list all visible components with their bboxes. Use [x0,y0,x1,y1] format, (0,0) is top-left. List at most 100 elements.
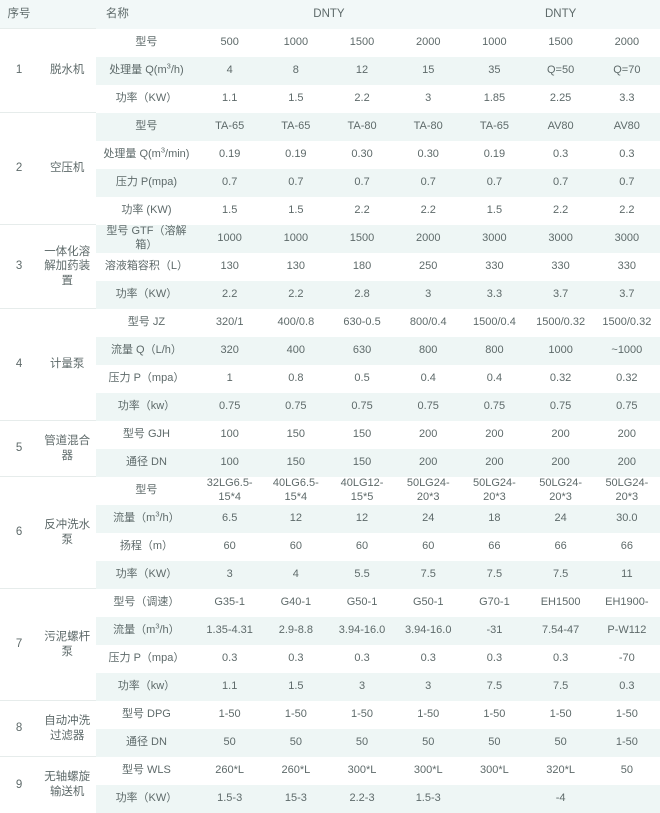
cell-value: 320*L [527,756,594,785]
cell-value: 50LG24-20*3 [395,476,462,505]
cell-value: 3 [395,672,462,701]
table-row: 9 无轴螺旋输送机 型号 WLS 260*L 260*L 300*L 300*L 300*L 3… [0,756,660,813]
cell-value: 3.7 [527,280,594,309]
cell-value: 60 [395,532,462,561]
cell-value: 3.7 [593,280,660,309]
row-name-5: 管道混合器 [38,420,97,477]
row-name-6: 反冲洗水泵 [38,476,97,589]
cell-value: 0.32 [527,364,594,393]
cell-value: 330 [593,252,660,281]
cell-value: G40-1 [262,588,329,617]
cell-value: P-W112 [593,616,660,645]
cell-value: TA-65 [196,112,263,141]
table-row: 流量（m3/h） 6.5 12 12 24 18 24 30.0 [0,504,660,533]
param-label: 功率（KW） [96,560,197,589]
param-label: 压力 P（mpa） [96,644,197,673]
cell-value: 0.3 [196,644,263,673]
cell-value: 0.5 [328,364,396,393]
row-seq-6: 6 [0,476,39,589]
cell-value: 0.19 [262,140,329,169]
param-label: 压力 P(mpa) [96,168,197,197]
cell-value: 4 [262,560,329,589]
cell-value: 0.3 [593,672,660,701]
cell-value: -70 [593,644,660,673]
cell-value: 1.1 [196,672,263,701]
param-label: 功率（KW） [96,784,197,813]
cell-value: 0.30 [328,140,396,169]
cell-value: 7.5 [527,560,594,589]
cell-value: 1000 [196,224,263,253]
cell-value: 500 [196,28,263,57]
param-label: 型号 JZ [96,308,197,337]
cell-value: 50 [262,728,329,757]
cell-value: 2.8 [328,280,396,309]
cell-value: 2.2 [593,196,660,225]
cell-value: 200 [461,420,528,449]
cell-value: 2.2 [527,196,594,225]
table-row: 2 空压机 型号 TA-65 TA-65 TA-80 TA-80 TA-65 AV80 AV80 [0,112,660,225]
param-label: 流量（m3/h） [96,504,197,533]
cell-value: 0.75 [461,392,528,421]
cell-value: ~1000 [593,336,660,365]
header-name-label: 名称 [38,0,197,29]
param-label: 型号 DPG [96,700,197,729]
table-row: 5 管道混合器 型号 GJH 100 150 150 200 200 200 200 [0,420,660,477]
cell-value: 15 [395,56,462,85]
cell-value: 320 [196,336,263,365]
cell-value: EH1500 [527,588,594,617]
cell-value: 3000 [527,224,594,253]
cell-value: 7.5 [395,560,462,589]
cell-value: 0.19 [461,140,528,169]
cell-value: 2.2 [395,196,462,225]
cell-value: 18 [461,504,528,533]
cell-value: 12 [262,504,329,533]
row-name-8: 自动冲洗过滤器 [38,700,97,757]
cell-value: 0.4 [461,364,528,393]
table-row: 功率（kw） 0.75 0.75 0.75 0.75 0.75 0.75 0.75 [0,392,660,421]
cell-value: 50 [196,728,263,757]
cell-value: 630-0.5 [328,308,396,337]
cell-value: 7.5 [461,672,528,701]
table-row: 4 计量泵 型号 JZ 320/1 400/0.8 630-0.5 800/0.4 1500/… [0,308,660,421]
cell-value: 800 [461,336,528,365]
cell-value: 0.75 [328,392,396,421]
cell-value: 1.85 [461,84,528,113]
cell-value: 1500 [328,28,396,57]
table-row: 1 脱水机 型号 500 1000 1500 2000 1000 1500 2000 [0,28,660,113]
cell-value: 0.75 [196,392,263,421]
row-seq-7: 7 [0,588,39,701]
cell-value: 200 [527,448,594,477]
cell-value: 250 [395,252,462,281]
cell-value: 0.7 [395,168,462,197]
cell-value: 2.2 [262,280,329,309]
cell-value: TA-80 [328,112,396,141]
cell-value: 1.35-4.31 [196,616,263,645]
param-label: 型号 GJH [96,420,197,449]
cell-value: 1500/0.32 [593,308,660,337]
cell-value: 400/0.8 [262,308,329,337]
cell-value: 0.75 [395,392,462,421]
cell-value: 0.3 [461,644,528,673]
cell-value: 330 [527,252,594,281]
cell-value: 1-50 [461,700,528,729]
cell-value: 3 [395,280,462,309]
cell-value: 100 [196,448,263,477]
cell-value: 7.5 [461,560,528,589]
table-row: 3 一体化溶解加药装置 型号 GTF（溶解箱） 1000 1000 1500 2000 300… [0,224,660,309]
row-seq-3: 3 [0,224,39,309]
param-label: 功率（KW） [96,280,197,309]
cell-value: 2.2-3 [328,784,396,813]
row-seq-5: 5 [0,420,39,477]
param-label: 型号 [96,112,197,141]
cell-value: 200 [527,420,594,449]
cell-value: 260*L [196,756,263,785]
cell-value: 50 [395,728,462,757]
cell-value: 66 [593,532,660,561]
cell-value: 40LG12-15*5 [328,476,396,505]
cell-value: 7.5 [527,672,594,701]
cell-value: 1500/0.32 [527,308,594,337]
param-label: 通径 DN [96,448,197,477]
cell-value: 180 [328,252,396,281]
cell-value: 1000 [262,28,329,57]
cell-value: 50LG24-20*3 [593,476,660,505]
